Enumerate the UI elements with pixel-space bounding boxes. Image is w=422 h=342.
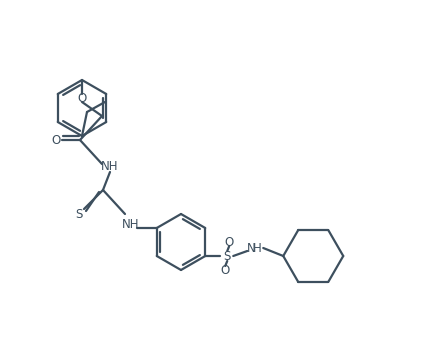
Text: NH: NH [122, 218, 140, 231]
Text: H: H [253, 241, 262, 254]
Text: S: S [75, 208, 83, 221]
Text: O: O [51, 133, 61, 146]
Text: NH: NH [101, 160, 119, 173]
Text: O: O [221, 263, 230, 276]
Text: O: O [225, 236, 234, 249]
Text: S: S [224, 250, 231, 263]
Text: N: N [247, 241, 256, 254]
Text: O: O [77, 92, 87, 105]
